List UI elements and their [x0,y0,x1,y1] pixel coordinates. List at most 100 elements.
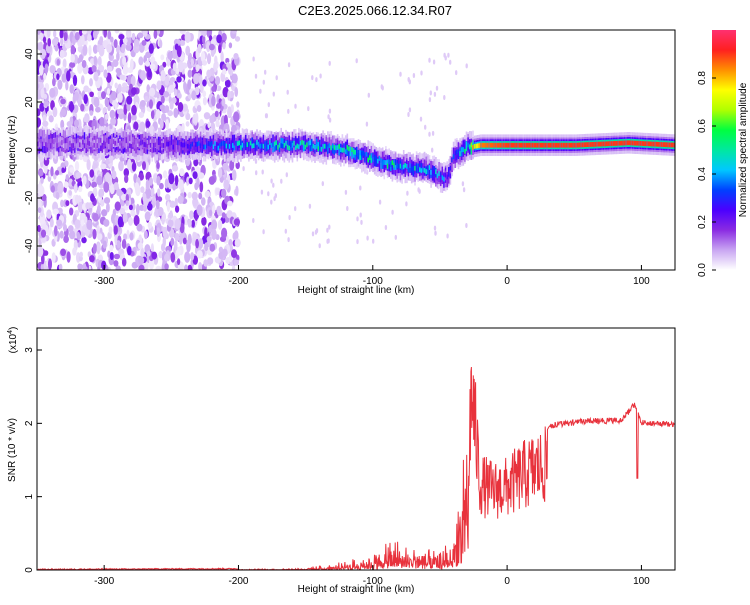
spectrogram-cell [203,144,205,150]
spectrogram-cell [277,144,279,150]
spectrogram-cell [140,140,142,146]
spectrogram-cell [72,74,78,87]
spectrogram-cell [256,140,258,151]
spectrogram-cell [287,62,291,68]
spectrogram-cell [42,36,47,44]
spectrogram-cell [586,142,589,147]
spectrogram-cell [489,142,492,148]
spectrogram-cell [232,143,234,148]
spectrogram-cell [151,139,153,145]
spectrogram-cell [391,160,394,165]
spectrogram-cell [103,69,108,79]
spectrogram-cell [469,144,471,150]
spectrogram-cell [602,141,605,147]
spectrogram-cell [64,140,66,151]
spectrogram-cell [639,141,642,146]
spectrogram-cell [58,137,60,147]
spectrogram-cell [41,254,45,265]
spectrogram-cell [198,141,200,152]
spectrogram-cell [109,252,114,260]
spectrogram-cell [183,215,189,226]
spectrogram-cell [109,140,112,151]
spectrogram-cell [591,142,594,147]
spectrogram-cell [454,151,457,161]
spectrogram-cell [111,143,113,149]
spectrogram-cell [180,141,182,147]
spectrogram-cell [149,63,156,70]
spectrogram-cell [412,166,415,176]
spectrogram-cell [81,59,87,69]
spectrogram-cell [177,140,179,146]
spectrogram-cell [428,57,431,63]
spectrogram-cell [45,136,47,147]
spectrogram-cell [129,232,134,241]
spectrogram-cell [332,143,334,154]
spectrogram-cell [447,52,450,58]
spectrogram-cell [138,141,141,147]
spectrogram-cell [594,141,597,147]
spectrogram-cell [148,258,155,270]
spectrogram-cell [106,65,113,72]
spectrogram-cell [452,154,455,160]
spectrogram-cell [270,199,273,205]
spectrogram-cell [564,142,566,148]
spectrogram-cell [396,163,398,169]
spectrogram-cell [123,103,128,116]
snr-panel: -300 -200 -100 0 100 0 1 2 3 Height of straight… [7,327,676,595]
spectrogram-cell [135,184,141,197]
spectrogram-cell [72,143,75,148]
spectrogram-cell [183,81,187,91]
spectrogram-x-tick-label: -100 [363,276,383,287]
spectrogram-cell [264,142,266,152]
spectrogram-cell [196,142,199,153]
spectrogram-cell [636,140,639,146]
spectrogram-cell [198,238,204,249]
spectrogram-cell [162,61,167,68]
spectrogram-cell [315,228,319,234]
spectrogram-cell [284,228,287,234]
spectrogram-cell [214,75,221,86]
spectrogram-cell [356,239,359,245]
spectrogram-cell [131,104,137,116]
spectrogram-cell [234,36,241,42]
spectrogram-cell [49,87,56,98]
spectrogram-cell [111,136,113,147]
spectrogram-cell [90,142,92,148]
spectrogram-cell [236,101,240,108]
spectrogram-cell [530,142,532,148]
spectrogram-cell [473,144,476,149]
spectrogram-cell [177,92,182,99]
spectrogram-cell [259,88,262,94]
spectrogram-cell [91,140,94,146]
spectrogram-cell [119,74,125,81]
spectrogram-cell [138,264,145,270]
spectrogram-cell [420,168,423,174]
spectrogram-cell [222,162,229,171]
spectrogram-y-tick-label: -40 [24,238,35,253]
spectrogram-cell [138,111,145,119]
spectrogram-cell [202,96,207,106]
spectrogram-cell [265,141,268,152]
spectrogram-cell [122,65,129,75]
spectrogram-cell [520,142,523,148]
spectrogram-cell [125,139,128,150]
spectrogram-cell [275,140,278,145]
colorbar-tick-label: 0.4 [697,167,708,181]
spectrogram-cell [647,141,650,147]
spectrogram-cell [167,110,174,117]
spectrogram-cell [161,143,163,148]
spectrogram-cell [155,265,162,270]
spectrogram-cell [203,112,211,120]
spectrogram-cell [320,146,323,152]
spectrogram-cell [80,75,85,85]
spectrogram-cell [618,140,621,146]
spectrogram-cell [328,108,332,114]
spectrogram-cell [51,252,56,263]
spectrogram-cell [446,174,448,180]
spectrogram-cell [77,137,79,143]
spectrogram-cell [116,141,118,147]
snr-x-tick-label: -300 [94,576,114,587]
spectrogram-cell [233,218,241,226]
spectrogram-cell [364,152,366,157]
spectrogram-cell [113,182,119,191]
